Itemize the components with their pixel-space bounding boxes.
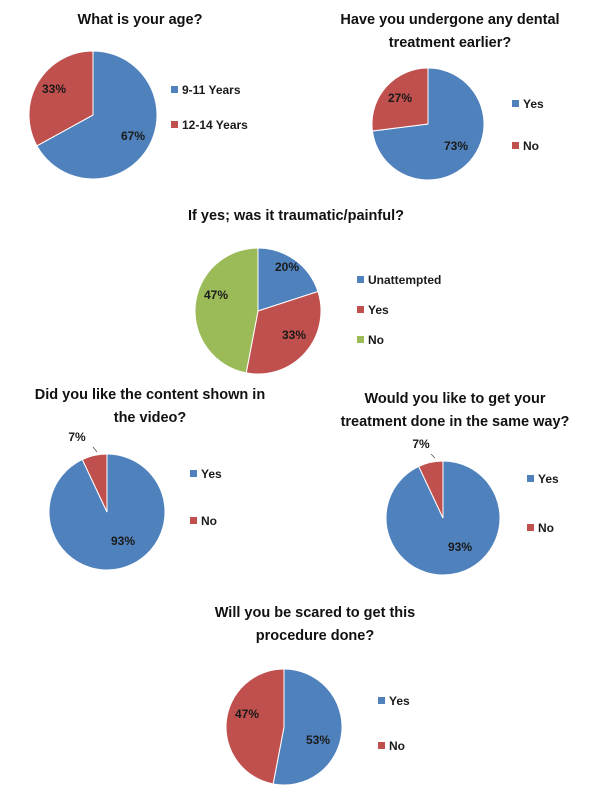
legend-label: No: [523, 139, 539, 153]
pie-slice: [36, 50, 158, 180]
legend-swatch: [357, 336, 364, 343]
chart-title: If yes; was it traumatic/painful?: [188, 208, 404, 224]
legend-label: No: [389, 739, 405, 753]
legend-label: 9-11 Years: [182, 83, 241, 97]
pie-slice: [245, 290, 322, 375]
data-label: 53%: [306, 733, 330, 747]
data-label: 33%: [282, 328, 306, 342]
legend-swatch: [527, 475, 534, 482]
legend-swatch: [512, 100, 519, 107]
pie-slice: [194, 247, 259, 374]
legend-swatch: [512, 142, 519, 149]
data-label: 20%: [275, 260, 299, 274]
leader-line: [430, 453, 436, 459]
legend-swatch: [378, 742, 385, 749]
legend-swatch: [378, 697, 385, 704]
legend-label: Unattempted: [368, 273, 441, 287]
leader-line: [92, 446, 98, 453]
pie-slice: [257, 247, 319, 312]
chart-title: Did you like the content shown in: [35, 387, 265, 403]
legend-swatch: [171, 86, 178, 93]
data-label: 27%: [388, 91, 412, 105]
legend-swatch: [171, 121, 178, 128]
legend-label: Yes: [389, 694, 410, 708]
chart-title: procedure done?: [256, 628, 375, 644]
legend-label: 12-14 Years: [182, 118, 248, 132]
legend-swatch: [357, 276, 364, 283]
chart-title: Would you like to get your: [365, 391, 546, 407]
pie-chart-4: Did you like the content shown in the vid…: [35, 387, 265, 571]
pie-chart-6: Will you be scared to get this procedure …: [215, 605, 416, 785]
chart-title: What is your age?: [78, 12, 203, 28]
legend-label: No: [538, 521, 554, 535]
data-label: 93%: [448, 540, 472, 554]
chart-title: treatment earlier?: [389, 35, 512, 51]
legend-label: Yes: [201, 467, 222, 481]
chart-title: Will you be scared to get this: [215, 605, 416, 621]
legend-label: Yes: [523, 97, 544, 111]
data-label: 47%: [204, 288, 228, 302]
legend-label: No: [368, 333, 384, 347]
pie-slice: [385, 460, 501, 576]
pie-chart-2: Have you undergone any dental treatment e…: [340, 12, 560, 181]
data-label: 73%: [444, 139, 468, 153]
legend-label: Yes: [538, 472, 559, 486]
legend-label: Yes: [368, 303, 389, 317]
chart-title: Have you undergone any dental: [340, 12, 559, 28]
legend-label: No: [201, 514, 217, 528]
data-label: 7%: [68, 430, 86, 444]
pie-chart-1: What is your age? 67% 33% 9-11 Years 12-14 Y…: [28, 12, 248, 180]
pie-chart-5: Would you like to get your treatment done…: [341, 391, 570, 576]
pie-slice: [28, 50, 94, 147]
legend-swatch: [190, 517, 197, 524]
pie-slice: [81, 453, 108, 513]
legend-swatch: [190, 470, 197, 477]
data-label: 67%: [121, 129, 145, 143]
pie-chart-3: If yes; was it traumatic/painful? 20% 33% 4…: [188, 208, 441, 375]
legend-swatch: [527, 524, 534, 531]
pie-slice: [225, 668, 285, 785]
data-label: 93%: [111, 534, 135, 548]
data-label: 47%: [235, 707, 259, 721]
chart-title: the video?: [114, 410, 187, 426]
pie-slice: [418, 460, 444, 519]
pie-slice: [272, 668, 343, 785]
data-label: 33%: [42, 82, 66, 96]
pie-slice: [371, 67, 429, 132]
legend-swatch: [357, 306, 364, 313]
chart-title: treatment done in the same way?: [341, 414, 570, 430]
data-label: 7%: [412, 437, 430, 451]
